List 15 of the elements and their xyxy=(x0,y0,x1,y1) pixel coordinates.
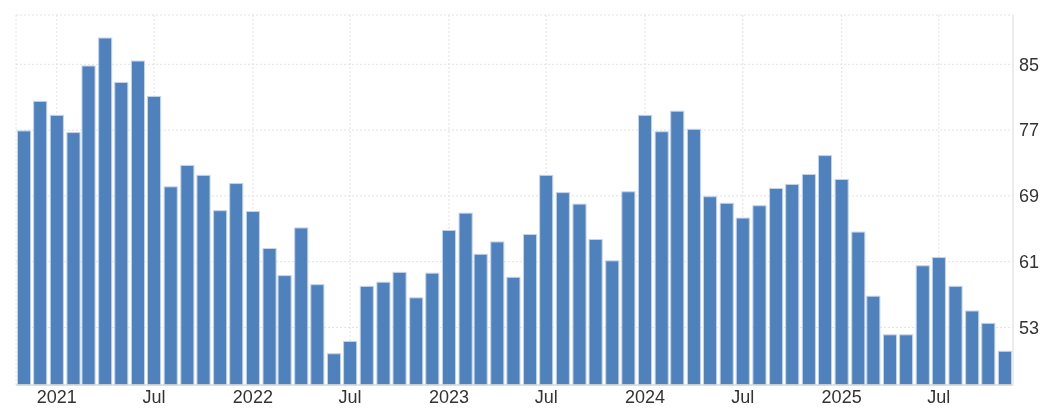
x-tick-label: 2025 xyxy=(821,387,862,407)
x-tick-label: 2023 xyxy=(428,387,469,407)
x-tick-label: Jul xyxy=(142,387,166,407)
y-tick-label: 69 xyxy=(1019,186,1040,207)
x-tick-label: Jul xyxy=(338,387,362,407)
x-tick-label: 2022 xyxy=(232,387,273,407)
y-tick-label: 77 xyxy=(1019,120,1040,141)
x-tick-label: Jul xyxy=(534,387,558,407)
x-tick-label: Jul xyxy=(731,387,755,407)
y-tick-label: 85 xyxy=(1019,54,1040,75)
x-tick-label: 2024 xyxy=(625,387,666,407)
x-tick-label: 2021 xyxy=(36,387,77,407)
x-tick-label: Jul xyxy=(927,387,951,407)
y-tick-label: 61 xyxy=(1019,251,1040,272)
y-tick-label: 53 xyxy=(1019,317,1040,338)
